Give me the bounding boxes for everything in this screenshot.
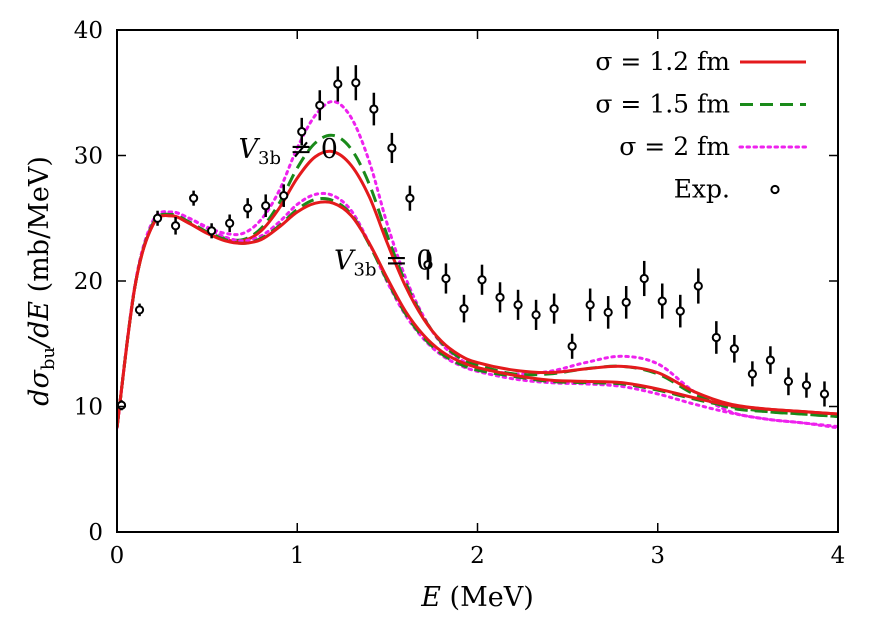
series-line: [117, 197, 838, 429]
data-point: [170, 221, 181, 231]
data-point: [297, 127, 307, 137]
data-point: [477, 275, 487, 285]
data-point: [116, 400, 127, 410]
legend-label: σ = 1.5 fm: [595, 90, 730, 119]
x-tick-label: 1: [290, 543, 305, 569]
data-point: [531, 310, 541, 320]
annotations-layer: V3b ≠ 0 V3b = 0: [239, 134, 434, 281]
data-point: [495, 292, 505, 302]
data-point: [711, 332, 721, 343]
data-point: [243, 203, 253, 213]
series-line: [117, 200, 838, 429]
series-line: [117, 191, 838, 430]
data-point: [693, 281, 703, 291]
data-point: [639, 273, 649, 284]
curves-layer: [117, 100, 838, 430]
data-point: [567, 341, 577, 351]
data-point: [801, 380, 812, 390]
data-point: [747, 369, 757, 379]
data-point: [279, 191, 289, 201]
data-point: [207, 226, 217, 236]
legend-label: σ = 2 fm: [619, 132, 730, 161]
data-point: [333, 79, 343, 89]
data-point: [819, 389, 830, 399]
axis-ticks-layer: [116, 29, 839, 533]
curve-annotation: V3b = 0: [334, 246, 433, 281]
data-point: [441, 273, 451, 284]
data-point: [783, 376, 794, 386]
x-axis-label: E (MeV): [420, 582, 534, 613]
data-point: [189, 193, 199, 203]
data-point: [134, 305, 145, 315]
y-axis-label: dσbu/dE (mb/MeV): [24, 156, 59, 406]
data-point: [765, 355, 776, 365]
data-point: [369, 104, 379, 114]
x-tick-label: 0: [110, 543, 125, 569]
x-tick-label: 2: [470, 543, 485, 569]
y-tick-label: 10: [74, 395, 103, 421]
x-tick-label: 4: [831, 543, 846, 569]
data-point: [603, 307, 613, 317]
data-point: [261, 201, 271, 211]
data-point: [585, 300, 595, 310]
data-point: [315, 100, 325, 110]
legend: σ = 1.2 fm σ = 1.5 fm σ = 2 fm Exp.: [595, 47, 808, 204]
data-point: [405, 193, 415, 203]
data-point: [225, 218, 235, 228]
legend-swatch: [770, 184, 780, 195]
data-point: [621, 297, 631, 307]
data-point: [423, 260, 433, 270]
experimental-points-layer: [116, 65, 830, 411]
data-point: [657, 296, 667, 306]
data-point: [513, 300, 523, 310]
x-tick-label: 3: [650, 543, 665, 569]
data-point: [729, 344, 739, 354]
y-tick-label: 0: [88, 520, 103, 546]
data-point: [152, 213, 163, 223]
y-tick-label: 30: [74, 144, 103, 170]
data-point: [387, 143, 397, 153]
curve-annotation: V3b ≠ 0: [239, 134, 338, 169]
legend-label: Exp.: [674, 175, 730, 204]
y-tick-label: 20: [74, 269, 103, 295]
data-point: [675, 306, 685, 316]
y-tick-label: 40: [74, 18, 103, 44]
data-point: [351, 78, 361, 88]
data-point: [549, 304, 559, 314]
legend-label: σ = 1.2 fm: [595, 47, 730, 76]
data-point: [459, 304, 469, 314]
